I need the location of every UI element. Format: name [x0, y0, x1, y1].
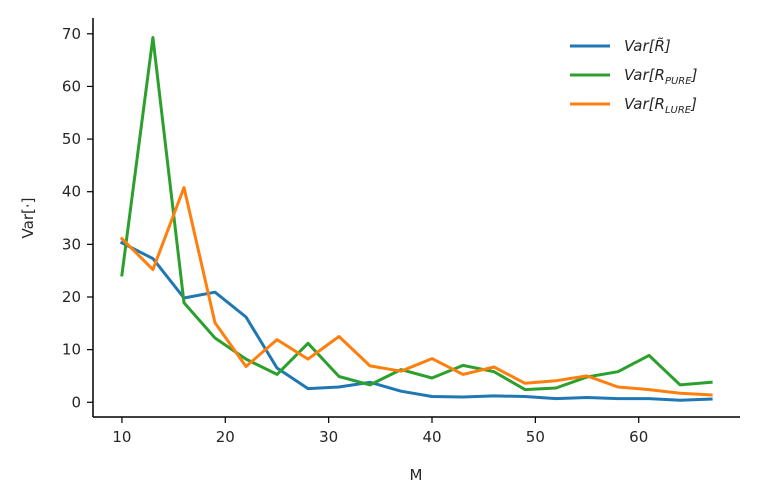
x-tick-label: 40: [422, 428, 441, 446]
series-line-1: [120, 36, 713, 392]
legend-label-1: Var[RPURE]: [624, 66, 698, 87]
legend-label-subscript: PURE: [665, 76, 692, 87]
legend-label-suffix: ]: [690, 95, 697, 113]
y-tick-label: 40: [62, 183, 81, 201]
legend-label-base: Var[R: [624, 66, 665, 84]
legend-label-2: Var[RLURE]: [624, 95, 697, 116]
y-tick-label: 60: [62, 77, 81, 95]
x-tick-label: 60: [629, 428, 648, 446]
series-line-2: [119, 186, 713, 397]
series-lines: [119, 36, 713, 402]
axes: 10 20 30 40 50 60 0 10 20 30 40 50 60 70: [62, 18, 740, 446]
x-tick-label: 20: [216, 428, 235, 446]
y-tick-label: 50: [62, 130, 81, 148]
x-tick-label: 30: [319, 428, 338, 446]
y-tick-label: 30: [62, 235, 81, 253]
y-axis-label: Var[·]: [19, 198, 37, 239]
legend-label-base: Var[R: [624, 95, 665, 113]
legend-label-subscript: LURE: [665, 105, 692, 116]
legend-label-base: Var[R̃]: [624, 36, 671, 55]
y-tick-label: 10: [62, 341, 81, 359]
legend-label-0: Var[R̃]: [624, 36, 671, 55]
legend-label-suffix: ]: [691, 66, 698, 84]
x-tick-label: 50: [526, 428, 545, 446]
x-axis-label: M: [410, 466, 423, 484]
legend: Var[R̃]Var[RPURE]Var[RLURE]: [570, 36, 698, 116]
y-tick-label: 0: [71, 393, 81, 411]
x-tick-label: 10: [112, 428, 131, 446]
series-line-0: [119, 240, 713, 402]
y-tick-label: 20: [62, 288, 81, 306]
y-tick-label: 70: [62, 25, 81, 43]
